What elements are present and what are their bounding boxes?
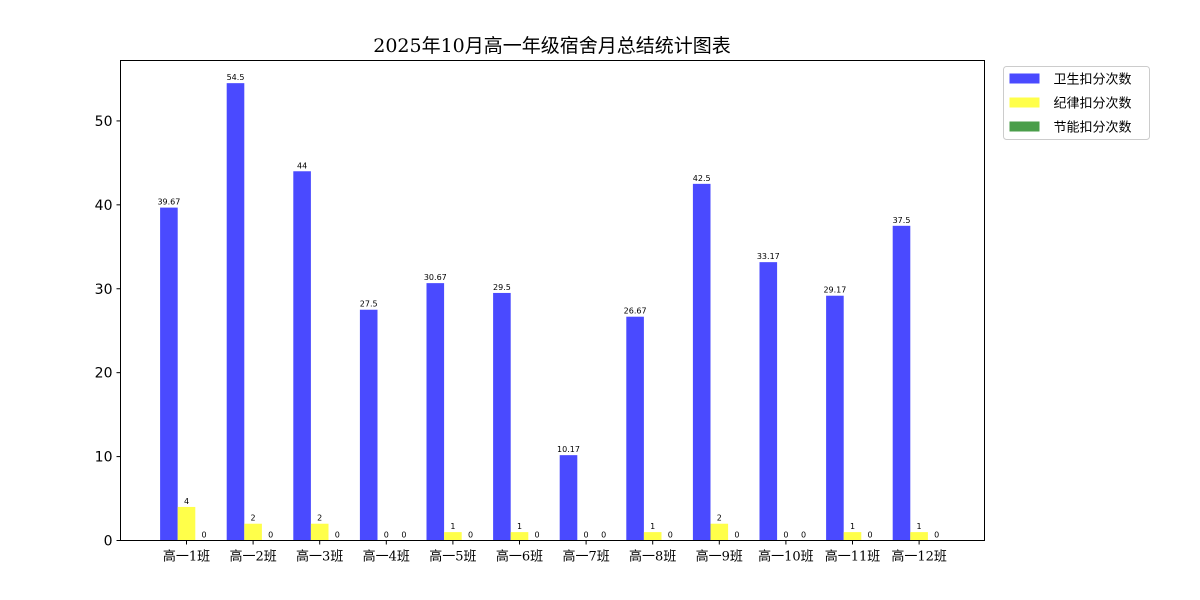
bar	[759, 262, 778, 541]
data-label: 26.67	[624, 307, 647, 316]
bar	[293, 171, 311, 541]
data-label: 30.67	[424, 273, 447, 282]
x-tick-label: 高一9班	[696, 549, 743, 565]
legend-swatch	[1009, 97, 1040, 108]
data-label: 42.5	[693, 174, 711, 183]
data-label: 1	[917, 522, 922, 531]
x-tick-label: 高一2班	[229, 549, 276, 565]
data-label: 0	[535, 531, 540, 540]
legend-swatch	[1009, 73, 1040, 84]
data-label: 2	[717, 514, 722, 523]
data-label: 0	[668, 531, 673, 540]
data-label: 1	[450, 522, 455, 531]
plot-area: 0102030405039.6740高一1班54.520高一2班4420高一3班…	[95, 73, 947, 564]
x-tick-label: 高一11班	[825, 549, 881, 565]
data-label: 0	[202, 531, 207, 540]
bar	[843, 532, 862, 541]
bar	[359, 309, 378, 541]
data-label: 29.17	[823, 286, 846, 295]
bar	[226, 83, 245, 541]
y-tick-label: 40	[95, 198, 113, 214]
data-label: 37.5	[893, 216, 911, 225]
data-label: 0	[734, 531, 739, 540]
data-label: 4	[184, 497, 189, 506]
data-label: 0	[601, 531, 606, 540]
x-tick-label: 高一5班	[429, 549, 476, 565]
x-tick-label: 高一3班	[296, 549, 343, 565]
data-label: 0	[934, 531, 939, 540]
data-label: 33.17	[757, 252, 780, 261]
bar	[444, 532, 462, 541]
data-label: 2	[251, 514, 256, 523]
data-label: 44	[297, 161, 307, 170]
legend-label: 节能扣分次数	[1054, 120, 1132, 136]
data-label: 1	[517, 522, 522, 531]
data-label: 0	[868, 531, 873, 540]
legend-swatch	[1009, 121, 1040, 132]
data-label: 10.17	[557, 445, 580, 454]
data-label: 39.67	[157, 198, 180, 207]
data-label: 0	[584, 531, 589, 540]
y-tick-label: 0	[104, 534, 113, 550]
y-tick-label: 10	[95, 450, 113, 466]
bar	[910, 532, 928, 541]
y-tick-label: 50	[95, 114, 113, 130]
data-label: 1	[850, 522, 855, 531]
bar	[692, 183, 711, 541]
bar	[493, 292, 511, 541]
chart-title: 2025年10月高一年级宿舍月总结统计图表	[373, 35, 731, 57]
plot-frame	[120, 60, 985, 541]
data-label: 0	[783, 531, 788, 540]
legend-box	[1003, 66, 1150, 140]
x-tick-label: 高一4班	[363, 549, 410, 565]
data-label: 0	[801, 531, 806, 540]
data-label: 29.5	[493, 283, 511, 292]
data-label: 0	[401, 531, 406, 540]
data-label: 0	[268, 531, 273, 540]
x-tick-label: 高一10班	[758, 549, 814, 565]
data-label: 27.5	[360, 300, 378, 309]
bar	[426, 283, 445, 541]
y-tick-label: 20	[95, 366, 113, 382]
bar	[160, 207, 178, 541]
bar	[826, 295, 844, 541]
bar	[177, 506, 196, 541]
data-label: 0	[384, 531, 389, 540]
data-label: 0	[468, 531, 473, 540]
data-label: 54.5	[227, 73, 245, 82]
bar	[559, 455, 578, 541]
legend-label: 卫生扣分次数	[1054, 72, 1132, 88]
x-tick-label: 高一1班	[163, 549, 210, 565]
x-tick-label: 高一12班	[891, 549, 947, 565]
bar	[643, 532, 662, 541]
bar	[710, 523, 729, 541]
data-label: 1	[650, 522, 655, 531]
bar	[626, 316, 644, 541]
legend-label: 纪律扣分次数	[1054, 96, 1132, 112]
bar	[244, 523, 262, 541]
data-label: 2	[317, 514, 322, 523]
bar	[892, 225, 911, 541]
data-label: 0	[335, 531, 340, 540]
x-tick-label: 高一7班	[562, 549, 609, 565]
bar	[510, 532, 529, 541]
x-tick-label: 高一6班	[496, 549, 543, 565]
x-tick-label: 高一8班	[629, 549, 676, 565]
y-tick-label: 30	[95, 282, 113, 298]
bar	[310, 523, 329, 541]
